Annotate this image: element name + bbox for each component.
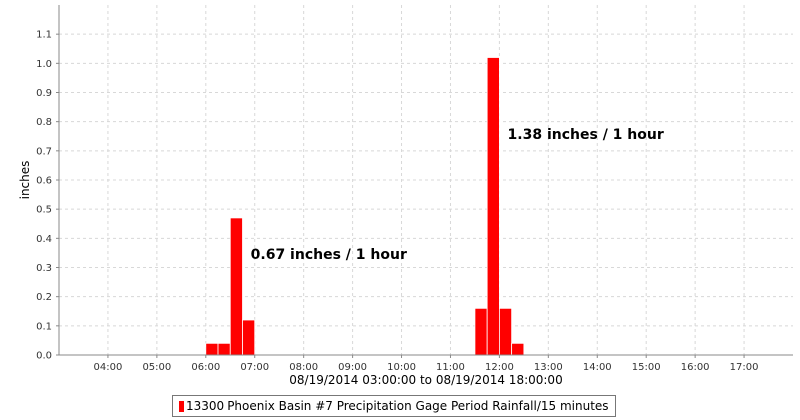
annotations: 0.67 inches / 1 hour 1.38 inches / 1 hour xyxy=(251,127,664,263)
x-tick-label: 13:00 xyxy=(534,362,563,373)
x-tick-label: 12:00 xyxy=(485,362,514,373)
legend: 13300 Phoenix Basin #7 Precipitation Gag… xyxy=(172,395,616,417)
legend-swatch xyxy=(179,400,184,412)
x-tick-label: 07:00 xyxy=(240,362,269,373)
y-tick-label: 1.0 xyxy=(36,59,52,70)
x-tick-label: 04:00 xyxy=(94,362,123,373)
x-tick-label: 15:00 xyxy=(632,362,661,373)
annotation-label: 0.67 inches / 1 hour xyxy=(251,247,407,263)
y-tick-label: 0.6 xyxy=(36,176,52,187)
rainfall-bar xyxy=(498,307,513,356)
x-axis-title: 08/19/2014 03:00:00 to 08/19/2014 18:00:… xyxy=(289,373,562,387)
y-tick-label: 1.1 xyxy=(36,30,52,41)
annotation-label: 1.38 inches / 1 hour xyxy=(508,127,664,143)
y-tick-label: 0.9 xyxy=(36,88,52,99)
x-ticks: 04:00 05:00 06:00 07:00 08:00 09:00 10:00 11:00… xyxy=(94,355,759,373)
legend-label: Phoenix Basin #7 Precipitation Gage Peri… xyxy=(227,399,609,413)
x-tick-label: 05:00 xyxy=(142,362,171,373)
x-tick-label: 11:00 xyxy=(436,362,465,373)
y-tick-label: 0.5 xyxy=(36,205,52,216)
rainfall-bar xyxy=(217,342,231,356)
x-tick-label: 10:00 xyxy=(387,362,416,373)
rainfall-bar xyxy=(242,319,256,356)
y-tick-label: 0.1 xyxy=(36,321,52,332)
bars xyxy=(205,57,525,356)
x-tick-label: 09:00 xyxy=(338,362,367,373)
x-tick-label: 14:00 xyxy=(583,362,612,373)
rainfall-bar xyxy=(486,57,500,356)
y-tick-label: 0.3 xyxy=(36,263,52,274)
x-tick-label: 16:00 xyxy=(681,362,710,373)
y-ticks: 0.0 0.1 0.2 0.3 0.4 0.5 0.6 0.7 0.8 0.9 1.0 1.1 xyxy=(36,30,59,362)
y-axis-title: inches xyxy=(18,161,32,200)
rainfall-bar xyxy=(511,342,525,356)
y-tick-label: 0.0 xyxy=(36,351,52,362)
x-tick-label: 06:00 xyxy=(191,362,220,373)
x-tick-label: 17:00 xyxy=(730,362,759,373)
rainfall-chart: 0.0 0.1 0.2 0.3 0.4 0.5 0.6 0.7 0.8 0.9 1.0 1.1 04:… xyxy=(18,5,793,387)
y-tick-label: 0.4 xyxy=(36,234,52,245)
x-tick-label: 08:00 xyxy=(289,362,318,373)
legend-station-id: 13300 xyxy=(186,399,225,413)
gridlines xyxy=(59,5,793,355)
y-tick-label: 0.2 xyxy=(36,292,52,303)
y-tick-label: 0.7 xyxy=(36,146,52,157)
rainfall-bar xyxy=(229,217,243,356)
rainfall-bar xyxy=(474,307,488,356)
rainfall-bar xyxy=(205,342,219,356)
y-tick-label: 0.8 xyxy=(36,117,52,128)
